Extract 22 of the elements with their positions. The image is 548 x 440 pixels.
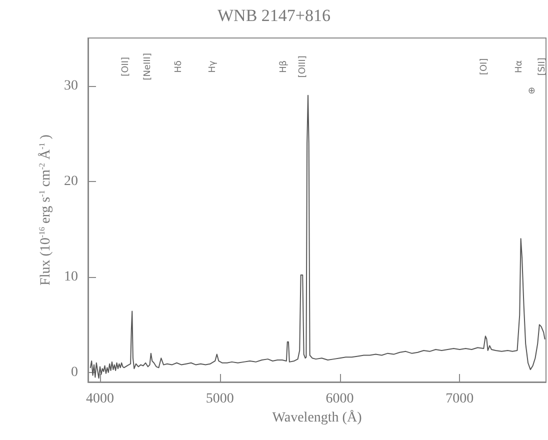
x-tick-label: 5000 [206, 392, 234, 406]
annotation: Hβ [278, 60, 289, 73]
x-axis-title: Wavelength (Å) [272, 409, 362, 426]
annotation: Hγ [208, 60, 218, 73]
y-tick-label: 0 [71, 364, 78, 380]
x-tick-label: 6000 [326, 392, 354, 406]
x-tick-label: 7000 [446, 392, 474, 406]
x-tick-label: 4000 [86, 392, 114, 406]
text: Flux (10-16 erg s-1 cm-2 Å-1 ) [38, 134, 54, 286]
chart-title: WNB 2147+816 [218, 6, 330, 25]
annotation: [OI] [480, 58, 490, 76]
annotation: ⊕ [528, 86, 538, 94]
annotation: [NeIII] [142, 53, 153, 80]
line-series [90, 94, 546, 379]
y-tick-label: 10 [64, 269, 78, 284]
y-tick-label: 30 [64, 78, 78, 94]
annotation: Hα [514, 60, 525, 74]
annotation: Hδ [174, 60, 184, 73]
annotation: [OII] [121, 56, 132, 76]
annotation: [OIII] [298, 56, 308, 78]
annotation: [SII] [538, 58, 548, 76]
y-tick-label: 20 [64, 174, 78, 189]
